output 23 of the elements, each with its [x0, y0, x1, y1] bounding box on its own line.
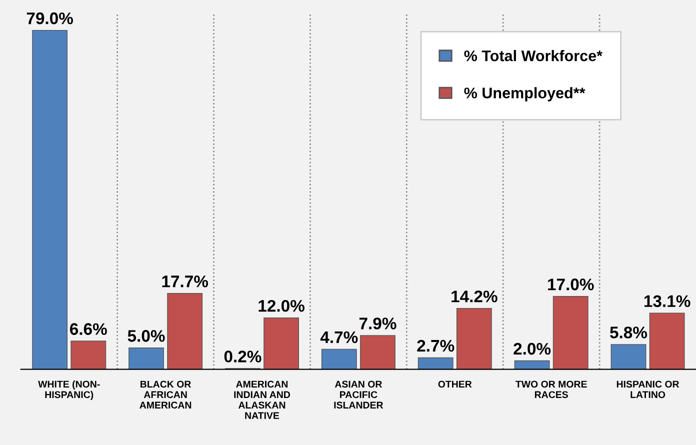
data-label: 17.0% [548, 278, 594, 290]
data-label: 2.7% [417, 340, 454, 352]
data-label: 79.0% [26, 12, 74, 24]
x-tick-label: TWO OR MORE RACES [516, 380, 587, 398]
data-label: 0.2% [224, 350, 262, 362]
legend-label: % Unemployed** [464, 87, 586, 102]
data-label: 5.0% [128, 330, 165, 342]
x-tick-label: BLACK OR AFRICAN AMERICAN [140, 380, 192, 409]
legend-label: % Total Workforce* [464, 50, 603, 62]
data-label: 4.7% [320, 331, 358, 344]
data-label: 5.8% [610, 326, 648, 338]
data-label: 13.1% [644, 295, 690, 308]
x-tick-label: HISPANIC OR LATINO [616, 380, 680, 398]
x-tick-label: AMERICAN INDIAN AND ALASKAN NATIVE [234, 380, 290, 419]
data-label: 17.7% [162, 276, 208, 288]
data-label: 7.9% [359, 318, 396, 330]
x-tick-label: WHITE (NON- HISPANIC) [38, 380, 100, 400]
data-label: 14.2% [452, 290, 498, 302]
data-label: 12.0% [258, 300, 304, 312]
data-label: 6.6% [70, 323, 107, 335]
x-tick-label: OTHER [438, 380, 472, 388]
x-tick-label: ASIAN OR PACIFIC ISLANDER [334, 380, 384, 409]
data-label: 2.0% [514, 342, 551, 355]
